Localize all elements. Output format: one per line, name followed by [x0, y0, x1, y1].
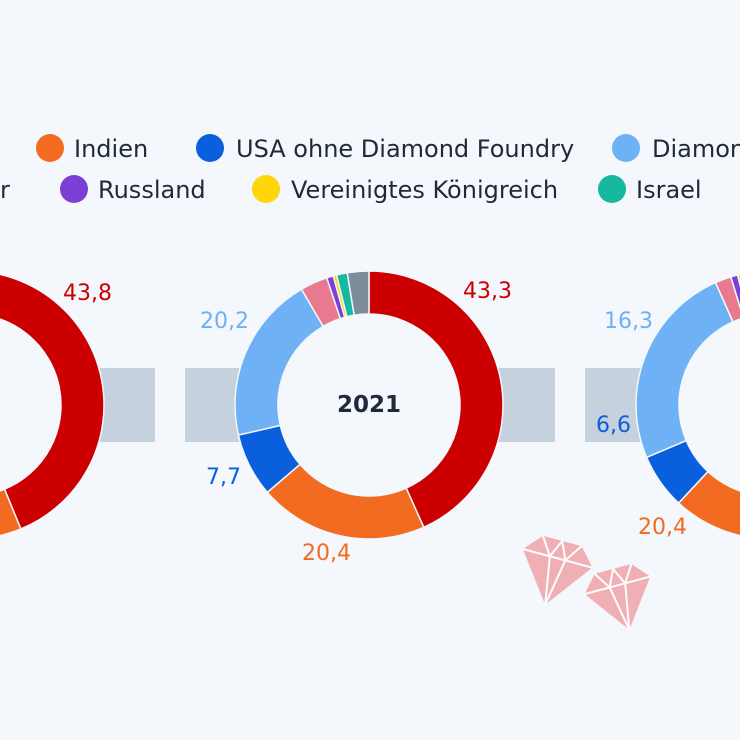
pie-slice — [0, 273, 105, 530]
legend-label: Diamon — [652, 135, 740, 163]
legend-swatch — [252, 175, 280, 203]
legend-swatch — [196, 134, 224, 162]
data-label: 20,2 — [200, 309, 249, 334]
pie-slice — [729, 274, 740, 310]
donut-chart-2021 — [234, 270, 504, 540]
legend-swatch — [612, 134, 640, 162]
pie-slice — [0, 488, 22, 537]
legend-label: Indien — [74, 135, 148, 163]
pie-slice — [346, 270, 370, 317]
pie-slice — [266, 463, 425, 540]
legend: r Indien USA ohne Diamond Foundry Diamon… — [0, 134, 740, 204]
donut-chart-right — [635, 273, 740, 537]
data-label: 43,3 — [463, 279, 512, 304]
data-label: 43,8 — [63, 281, 112, 306]
donut-chart-left — [0, 273, 105, 537]
legend-swatch — [60, 175, 88, 203]
diamond-icon — [584, 563, 651, 631]
legend-swatch — [36, 134, 64, 162]
legend-label: r — [0, 176, 10, 204]
pie-slice — [368, 270, 504, 529]
legend-label: USA ohne Diamond Foundry — [236, 135, 574, 163]
data-label: 16,3 — [604, 309, 653, 334]
data-label: 20,4 — [638, 515, 687, 540]
diamond-icon — [522, 535, 593, 606]
pie-slice — [736, 273, 740, 288]
data-label: 6,6 — [596, 413, 631, 438]
data-label: 20,4 — [302, 541, 351, 566]
legend-label: Russland — [98, 176, 206, 204]
legend-swatch — [598, 175, 626, 203]
legend-label: Vereinigtes Königreich — [291, 176, 558, 204]
legend-label: Israel — [636, 176, 702, 204]
data-label: 7,7 — [206, 465, 241, 490]
year-label: 2021 — [337, 392, 401, 418]
